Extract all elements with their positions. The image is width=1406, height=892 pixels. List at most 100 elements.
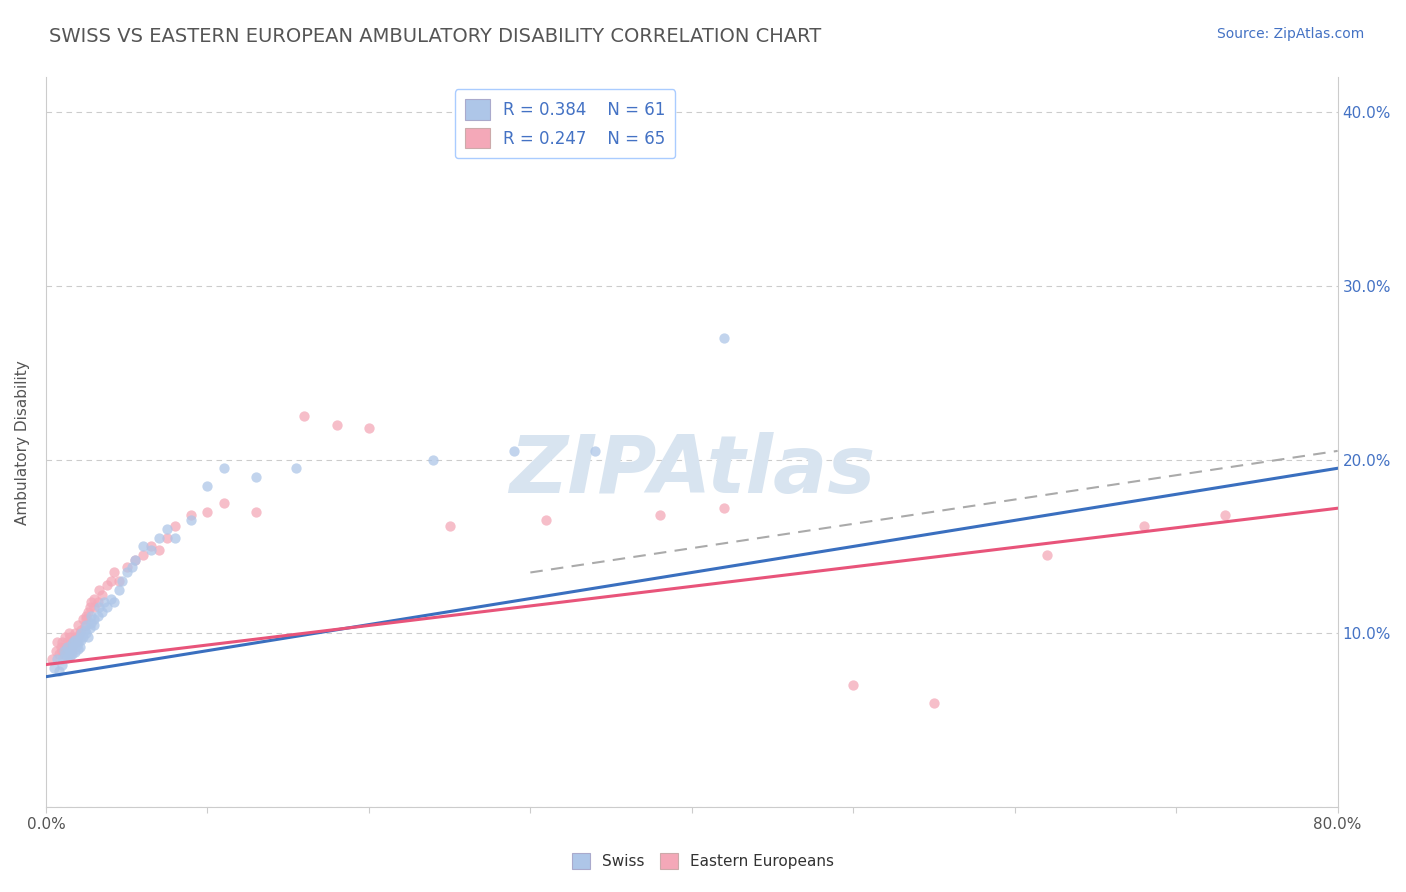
Point: [103, 566, 125, 580]
Point: [103, 595, 125, 609]
Point: [56, 635, 79, 649]
Point: [67, 641, 90, 656]
Point: [75, 626, 97, 640]
Legend: Swiss, Eastern Europeans: Swiss, Eastern Europeans: [565, 847, 841, 875]
Point: [212, 496, 235, 510]
Point: [69, 640, 91, 655]
Point: [197, 478, 219, 492]
Point: [503, 443, 526, 458]
Point: [63, 633, 86, 648]
Point: [180, 508, 202, 523]
Text: ZIPAtlas: ZIPAtlas: [509, 433, 875, 510]
Point: [536, 513, 558, 527]
Point: [52, 643, 75, 657]
Point: [80, 608, 103, 623]
Point: [86, 608, 108, 623]
Point: [51, 643, 73, 657]
Point: [139, 542, 162, 557]
Point: [83, 617, 105, 632]
Point: [63, 630, 86, 644]
Point: [60, 635, 83, 649]
Point: [60, 647, 83, 661]
Point: [1133, 518, 1156, 533]
Point: [86, 595, 108, 609]
Point: [67, 630, 90, 644]
Point: [124, 553, 146, 567]
Point: [70, 633, 93, 648]
Point: [89, 600, 111, 615]
Point: [93, 595, 115, 609]
Point: [62, 639, 84, 653]
Point: [79, 621, 101, 635]
Point: [115, 566, 138, 580]
Point: [180, 513, 202, 527]
Point: [59, 648, 82, 663]
Point: [132, 540, 155, 554]
Point: [59, 640, 82, 655]
Point: [52, 647, 75, 661]
Point: [48, 647, 70, 661]
Point: [49, 640, 72, 655]
Point: [70, 626, 93, 640]
Point: [70, 623, 93, 637]
Point: [58, 647, 80, 661]
Point: [91, 588, 114, 602]
Point: [77, 630, 100, 644]
Point: [69, 626, 91, 640]
Point: [922, 696, 945, 710]
Point: [115, 560, 138, 574]
Point: [107, 574, 129, 589]
Text: SWISS VS EASTERN EUROPEAN AMBULATORY DISABILITY CORRELATION CHART: SWISS VS EASTERN EUROPEAN AMBULATORY DIS…: [49, 27, 821, 45]
Point: [79, 600, 101, 615]
Point: [59, 630, 82, 644]
Point: [148, 531, 170, 545]
Point: [156, 522, 179, 536]
Point: [83, 591, 105, 606]
Point: [51, 652, 73, 666]
Point: [439, 518, 461, 533]
Point: [63, 645, 86, 659]
Point: [53, 640, 76, 655]
Point: [62, 640, 84, 655]
Point: [245, 505, 267, 519]
Point: [51, 657, 73, 672]
Point: [89, 582, 111, 597]
Point: [75, 608, 97, 623]
Point: [713, 501, 735, 516]
Point: [56, 643, 79, 657]
Point: [62, 635, 84, 649]
Point: [422, 452, 444, 467]
Point: [100, 574, 122, 589]
Point: [72, 612, 94, 626]
Point: [212, 461, 235, 475]
Point: [53, 630, 76, 644]
Point: [58, 647, 80, 661]
Point: [139, 540, 162, 554]
Point: [648, 508, 671, 523]
Point: [67, 635, 90, 649]
Point: [53, 647, 76, 661]
Point: [63, 626, 86, 640]
Point: [59, 643, 82, 657]
Point: [66, 639, 89, 653]
Point: [107, 582, 129, 597]
Point: [60, 643, 83, 657]
Point: [132, 548, 155, 562]
Point: [583, 443, 606, 458]
Point: [285, 461, 308, 475]
Point: [357, 421, 380, 435]
Point: [73, 623, 96, 637]
Text: Source: ZipAtlas.com: Source: ZipAtlas.com: [1216, 27, 1364, 41]
Point: [1213, 508, 1236, 523]
Point: [842, 678, 865, 692]
Point: [156, 531, 179, 545]
Point: [96, 600, 118, 615]
Point: [75, 612, 97, 626]
Legend: R = 0.384    N = 61, R = 0.247    N = 65: R = 0.384 N = 61, R = 0.247 N = 65: [454, 89, 675, 159]
Point: [325, 417, 347, 432]
Point: [100, 591, 122, 606]
Point: [83, 612, 105, 626]
Point: [83, 600, 105, 615]
Point: [46, 652, 69, 666]
Y-axis label: Ambulatory Disability: Ambulatory Disability: [15, 359, 30, 524]
